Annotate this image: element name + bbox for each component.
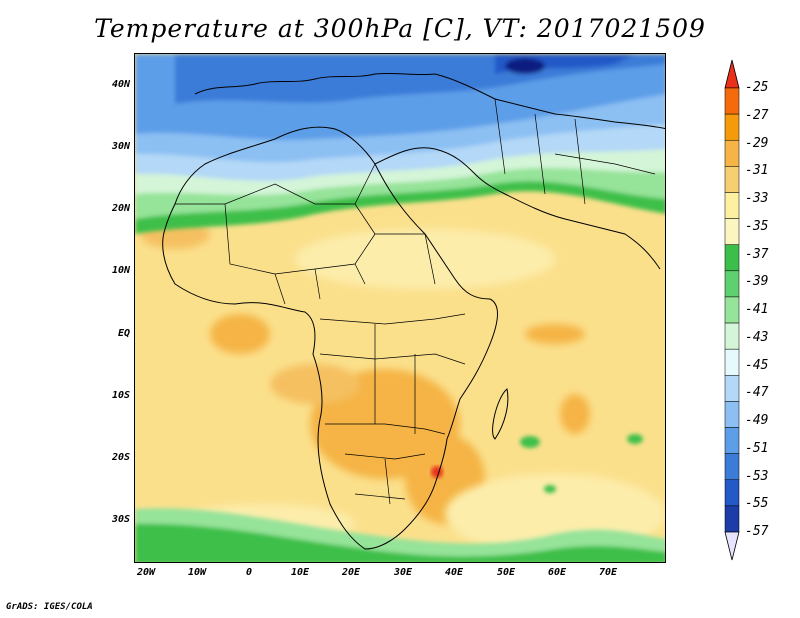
colorbar-cell (724, 401, 740, 428)
colorbar-cell (724, 166, 740, 193)
lat-tick-30n: 30N (111, 141, 130, 152)
colorbar-label: -49 (745, 413, 769, 428)
lat-tick-10s: 10S (111, 390, 130, 401)
lon-tick-50e: 50E (496, 567, 516, 578)
colorbar-cell (724, 375, 740, 402)
lat-tick-40n: 40N (111, 79, 130, 90)
colorbar-label: -51 (745, 440, 769, 456)
lon-tick-20e: 20E (341, 567, 361, 578)
colorbar-cell (724, 192, 740, 219)
colorbar-label: -33 (745, 191, 769, 206)
max-temperature-spot (431, 466, 443, 478)
lon-tick-0: 0 (245, 567, 253, 578)
colorbar-label: -53 (745, 468, 769, 484)
colorbar-cell (724, 427, 740, 454)
colorbar-label: -43 (745, 329, 769, 345)
colorbar-cell (724, 244, 740, 272)
colorbar-label: -25 (745, 80, 769, 95)
colorbar-label: -27 (745, 107, 769, 123)
colorbar-cells (724, 87, 740, 533)
colorbar-label: -37 (745, 246, 769, 262)
map-panel (134, 53, 666, 563)
southern-cold-bands (135, 434, 665, 562)
colorbar (724, 59, 740, 561)
colorbar-label: -41 (745, 302, 769, 317)
lon-tick-30e: 30E (393, 567, 413, 578)
lon-tick-70e: 70E (598, 567, 618, 578)
colorbar-label: -45 (745, 357, 769, 373)
lat-tick-eq: EQ (117, 328, 130, 339)
colorbar-cell (724, 505, 740, 533)
colorbar-cell (724, 453, 740, 481)
coastlines (162, 72, 665, 550)
colorbar-cell (724, 479, 740, 507)
lon-tick-10w: 10W (187, 567, 207, 578)
lat-tick-20n: 20N (111, 203, 130, 214)
lon-tick-60e: 60E (547, 567, 567, 578)
colorbar-label: -35 (745, 218, 769, 234)
colorbar-cell (724, 270, 740, 298)
colorbar-cell (724, 113, 740, 141)
colorbar-label: -55 (745, 496, 769, 512)
colorbar-label: -31 (745, 163, 769, 179)
lat-tick-30s: 30S (111, 514, 130, 525)
lon-tick-40e: 40E (444, 567, 464, 578)
colorbar-cell (724, 322, 740, 350)
colorbar-cell (724, 348, 740, 376)
colorbar-bottom-arrow (724, 531, 740, 561)
colorbar-cell (724, 218, 740, 245)
country-borders (175, 98, 656, 505)
lat-tick-10n: 10N (111, 265, 130, 276)
colorbar-label: -57 (745, 524, 769, 539)
lon-tick-10e: 10E (290, 567, 310, 578)
colorbar-top-arrow (724, 59, 740, 89)
colorbar-label: -47 (745, 385, 769, 401)
temperature-field-map (135, 54, 665, 562)
colorbar-cell (724, 296, 740, 324)
northern-cold-bands (135, 54, 665, 234)
map-title: Temperature at 300hPa [C], VT: 201702150… (94, 14, 706, 43)
colorbar-label: -39 (745, 274, 769, 290)
colorbar-cell (724, 139, 740, 167)
colorbar-cell (724, 87, 740, 115)
footer-credit: GrADS: IGES/COLA (6, 602, 93, 612)
lat-tick-20s: 20S (111, 452, 130, 463)
colorbar-label: -29 (745, 135, 769, 151)
lon-tick-20w: 20W (136, 567, 156, 578)
